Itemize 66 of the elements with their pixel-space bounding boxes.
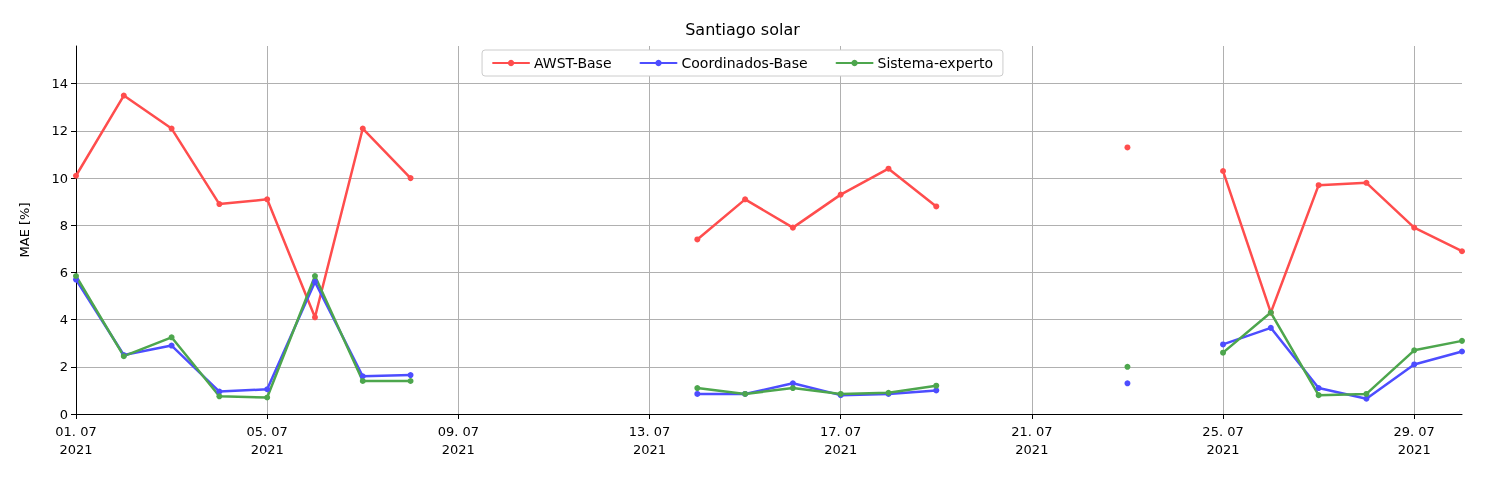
point [1411, 347, 1418, 354]
point [1363, 390, 1370, 397]
point [1363, 179, 1370, 186]
chart-title: Santiago solar [685, 19, 801, 39]
point [933, 382, 940, 389]
y-tick-label: 10 [51, 170, 68, 186]
point [1315, 182, 1322, 189]
legend-label: AWST-Base [534, 55, 612, 71]
point [264, 386, 271, 393]
point [1459, 337, 1465, 344]
point [216, 393, 223, 400]
point [1220, 349, 1227, 356]
x-tick-label: 25. 07 2021 [1202, 423, 1244, 457]
x-tick-label: 01. 07 2021 [55, 423, 97, 457]
point [311, 278, 318, 285]
point [1315, 385, 1322, 392]
x-tick-label: 09. 07 2021 [437, 423, 480, 457]
point [1124, 144, 1131, 151]
point [168, 125, 175, 132]
point [1459, 348, 1465, 355]
point [1124, 363, 1131, 370]
y-tick-label: 4 [59, 312, 68, 328]
y-tick-label: 2 [59, 359, 68, 375]
x-tick-label: 21. 07 2021 [1011, 423, 1053, 457]
point [216, 201, 223, 208]
x-tick-label: 05. 07 2021 [246, 423, 288, 457]
y-tick-label: 6 [59, 264, 68, 280]
point [1315, 392, 1322, 399]
point [264, 394, 271, 401]
point [359, 377, 366, 384]
point [73, 273, 79, 279]
point [837, 191, 844, 198]
point [1220, 341, 1227, 348]
point [407, 372, 414, 379]
point [933, 203, 940, 210]
point [311, 314, 318, 321]
x-tick-label: 29. 07 2021 [1393, 423, 1435, 457]
point [694, 385, 701, 392]
point [1267, 324, 1274, 331]
y-tick-label: 0 [59, 406, 68, 422]
y-tick-label: 14 [51, 76, 68, 92]
point [264, 196, 271, 203]
point [1220, 168, 1227, 175]
x-tick-label: 13. 07 2021 [628, 423, 671, 457]
y-tick-label: 8 [59, 217, 68, 233]
point [407, 175, 414, 182]
x-tick-label: 17. 07 2021 [820, 423, 862, 457]
point [168, 342, 175, 349]
point [789, 224, 796, 231]
point [120, 92, 127, 99]
legend-label: Sistema-experto [877, 55, 993, 71]
point [1411, 224, 1418, 231]
point [407, 377, 414, 384]
point [1459, 248, 1465, 255]
point [359, 125, 366, 132]
point [168, 334, 175, 341]
y-axis-title: MAE [%] [17, 202, 32, 258]
point [742, 196, 749, 203]
y-tick-label: 12 [51, 123, 68, 139]
point [1411, 361, 1418, 368]
point [1124, 380, 1131, 387]
point [311, 273, 318, 279]
point [789, 385, 796, 392]
point [73, 172, 79, 179]
point [694, 390, 701, 397]
legend-label: Coordinados-Base [681, 55, 808, 71]
